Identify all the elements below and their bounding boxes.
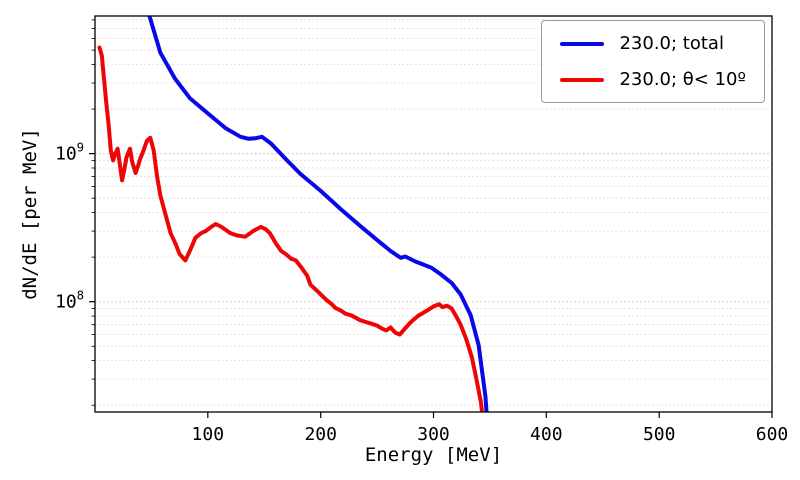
x-tick-label: 100	[192, 424, 225, 445]
legend: 230.0; total 230.0; θ< 10º	[541, 20, 765, 103]
x-tick-label: 200	[304, 424, 337, 445]
x-tick-label: 300	[417, 424, 450, 445]
legend-label-theta: 230.0; θ< 10º	[619, 69, 746, 90]
y-tick-label: 108	[55, 289, 84, 313]
x-axis-label: Energy [MeV]	[364, 444, 503, 466]
series-total-line	[147, 16, 489, 412]
legend-label-total: 230.0; total	[619, 33, 724, 54]
legend-entry-theta: 230.0; θ< 10º	[560, 69, 746, 90]
legend-entry-total: 230.0; total	[560, 33, 746, 54]
series-theta-lt-10deg-line	[97, 45, 485, 412]
x-tick-label: 600	[756, 424, 789, 445]
y-tick-label: 109	[55, 141, 84, 165]
x-tick-label: 500	[643, 424, 676, 445]
y-axis-label: dN/dE [per MeV]	[19, 128, 41, 300]
series-group	[97, 16, 489, 412]
x-tick-label: 400	[530, 424, 563, 445]
legend-line-sample-theta	[560, 77, 605, 82]
legend-line-sample-total	[560, 41, 605, 46]
